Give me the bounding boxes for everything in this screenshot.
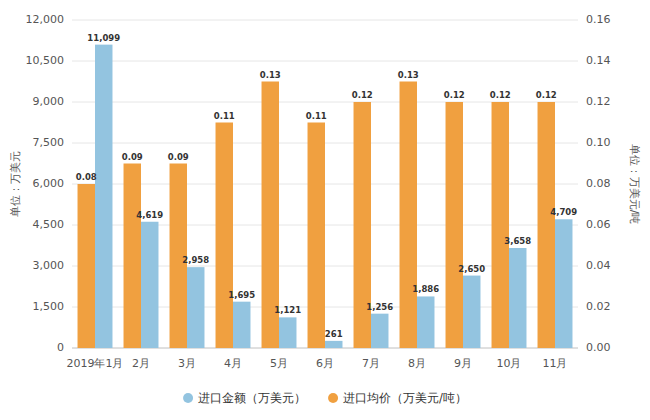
data-label: 0.12: [536, 90, 557, 100]
data-label: 4,709: [550, 207, 577, 217]
y2-tick-label: 0.10: [586, 136, 611, 149]
legend-item: 进口均价（万美元/吨）: [328, 391, 467, 405]
x-tick-label: 5月: [270, 357, 288, 370]
x-tick-label: 10月: [497, 357, 522, 370]
data-label: 2,958: [182, 255, 209, 265]
bar: [555, 219, 572, 348]
data-label: 1,256: [366, 302, 393, 312]
data-label: 0.09: [168, 152, 189, 162]
data-label: 0.09: [122, 152, 143, 162]
bar: [95, 45, 112, 348]
y-tick-label: 12,000: [26, 13, 65, 26]
chart-container: 0 1,500 3,000 4,500 6,000 7,500 9,000 10,500 12,…: [0, 0, 650, 420]
bar: [308, 123, 325, 349]
bar: [492, 102, 509, 348]
data-labels: 0.08 0.09 0.09 0.11 0.13 0.11 0.12 0.13 0.12 0.12…: [76, 33, 577, 339]
y-tick-label: 6,000: [33, 177, 65, 190]
data-label: 0.11: [306, 111, 327, 121]
y2-tick-label: 0.02: [586, 300, 611, 313]
data-label: 261: [325, 329, 343, 339]
data-label: 0.12: [444, 90, 465, 100]
bar: [446, 102, 463, 348]
bar: [216, 123, 233, 349]
axes: 0 1,500 3,000 4,500 6,000 7,500 9,000 10,500 12,…: [9, 13, 641, 370]
y-tick-label: 9,000: [33, 95, 65, 108]
y-tick-label: 4,500: [33, 218, 65, 231]
grid-line: [72, 61, 578, 62]
bar: [78, 184, 95, 348]
y-tick-label: 3,000: [33, 259, 65, 272]
x-tick-label: 2月: [132, 357, 150, 370]
bar: [141, 222, 158, 348]
x-tick-label: 9月: [454, 357, 472, 370]
x-tick-label: 7月: [362, 357, 380, 370]
data-label: 0.11: [214, 111, 235, 121]
y-tick-label: 7,500: [33, 136, 65, 149]
x-tick-label: 3月: [178, 357, 196, 370]
bar: [371, 314, 388, 348]
y-tick-label: 10,500: [26, 54, 65, 67]
data-label: 0.12: [352, 90, 373, 100]
legend-label: 进口金额（万美元）: [198, 391, 306, 405]
x-tick-label: 4月: [224, 357, 242, 370]
y2-tick-label: 0.04: [586, 259, 611, 272]
y2-tick-label: 0.14: [586, 54, 611, 67]
data-label: 0.12: [490, 90, 511, 100]
chart: 0 1,500 3,000 4,500 6,000 7,500 9,000 10,500 12,…: [0, 0, 650, 420]
data-label: 0.13: [398, 70, 419, 80]
bar: [187, 267, 204, 348]
bar: [509, 248, 526, 348]
data-label: 11,099: [87, 33, 120, 43]
data-label: 3,658: [504, 236, 531, 246]
y2-tick-label: 0.00: [586, 341, 611, 354]
x-tick-label: 11月: [543, 357, 568, 370]
y2-tick-label: 0.06: [586, 218, 611, 231]
y2-tick-label: 0.08: [586, 177, 611, 190]
grid-line: [72, 20, 578, 21]
bar: [233, 302, 250, 348]
data-label: 1,121: [274, 305, 301, 315]
y2-tick-label: 0.12: [586, 95, 611, 108]
y2-tick-label: 0.16: [586, 13, 611, 26]
bar: [538, 102, 555, 348]
y-tick-label: 0: [57, 341, 64, 354]
data-label: 4,619: [136, 210, 163, 220]
data-label: 1,886: [412, 284, 439, 294]
grid: [72, 20, 578, 348]
bar: [124, 164, 141, 349]
data-label: 2,650: [458, 264, 485, 274]
x-tick-label: 8月: [408, 357, 426, 370]
legend-item: 进口金额（万美元）: [183, 391, 306, 405]
y-axis-label: 单位：万美元: [9, 151, 22, 217]
data-label: 0.08: [76, 172, 97, 182]
bar: [463, 276, 480, 348]
bar: [325, 341, 342, 348]
legend-label: 进口均价（万美元/吨）: [343, 391, 467, 405]
bar: [279, 317, 296, 348]
background: [0, 0, 650, 420]
legend: 进口金额（万美元） 进口均价（万美元/吨）: [183, 391, 467, 405]
y2-axis-label: 单位：万美元/吨: [628, 144, 641, 225]
bar: [417, 296, 434, 348]
data-label: 0.13: [260, 70, 281, 80]
x-tick-label: 6月: [316, 357, 334, 370]
bar: [400, 82, 417, 349]
x-tick-label: 2019年1月: [67, 357, 124, 370]
bars: [78, 45, 573, 348]
legend-swatch: [183, 393, 193, 403]
y-tick-label: 1,500: [33, 300, 65, 313]
legend-swatch: [328, 393, 338, 403]
data-label: 1,695: [228, 290, 255, 300]
